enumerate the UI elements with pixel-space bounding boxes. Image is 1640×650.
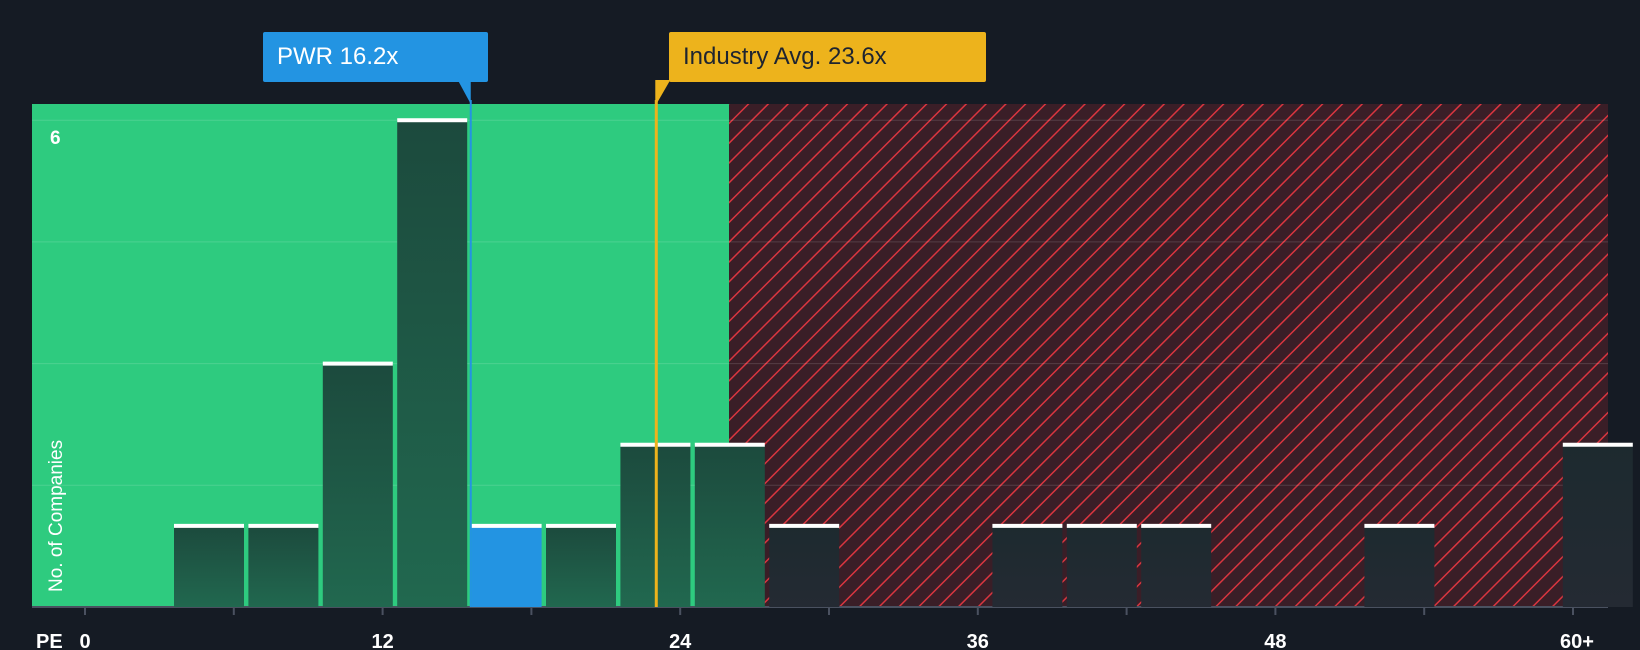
bar-cap — [471, 523, 542, 528]
bar — [322, 363, 393, 607]
overvalued-zone — [729, 104, 1608, 607]
x-tick-label: 12 — [371, 631, 393, 650]
y-tick-label: 6 — [50, 128, 61, 149]
bar-cap — [769, 523, 840, 528]
bar-cap — [1562, 442, 1633, 447]
bar — [992, 525, 1063, 607]
bar-cap — [322, 361, 393, 366]
bar-cap — [546, 523, 616, 528]
x-tick-label: 48 — [1264, 631, 1286, 650]
x-axis-label: PE — [36, 631, 63, 650]
company-pe-callout: PWR 16.2x — [263, 32, 488, 82]
y-axis-label: No. of Companies — [46, 440, 67, 592]
x-tick-label: 36 — [967, 631, 989, 650]
x-tick-label: 0 — [79, 631, 90, 650]
bar-cap — [248, 523, 319, 528]
bar — [546, 525, 616, 607]
x-tick-label: 60+ — [1560, 631, 1594, 650]
bar — [1141, 525, 1212, 607]
bar-cap — [992, 523, 1063, 528]
bar-cap — [1141, 523, 1212, 528]
bar — [1562, 444, 1633, 607]
bar — [1364, 525, 1435, 607]
bar-cap — [397, 118, 468, 123]
bar-highlight — [471, 525, 542, 607]
bar — [694, 444, 765, 607]
x-tick-label: 24 — [669, 631, 692, 650]
bar-cap — [1364, 523, 1435, 528]
industry-avg-callout: Industry Avg. 23.6x — [669, 32, 986, 82]
bar-cap — [694, 442, 765, 447]
bar-cap — [174, 523, 244, 528]
bar — [174, 525, 244, 607]
company-callout-pointer — [457, 80, 471, 104]
bar — [1066, 525, 1137, 607]
bar — [769, 525, 840, 607]
bar — [397, 120, 468, 608]
industry-callout-pointer — [655, 80, 671, 106]
bar — [248, 525, 319, 607]
bar-cap — [1066, 523, 1137, 528]
